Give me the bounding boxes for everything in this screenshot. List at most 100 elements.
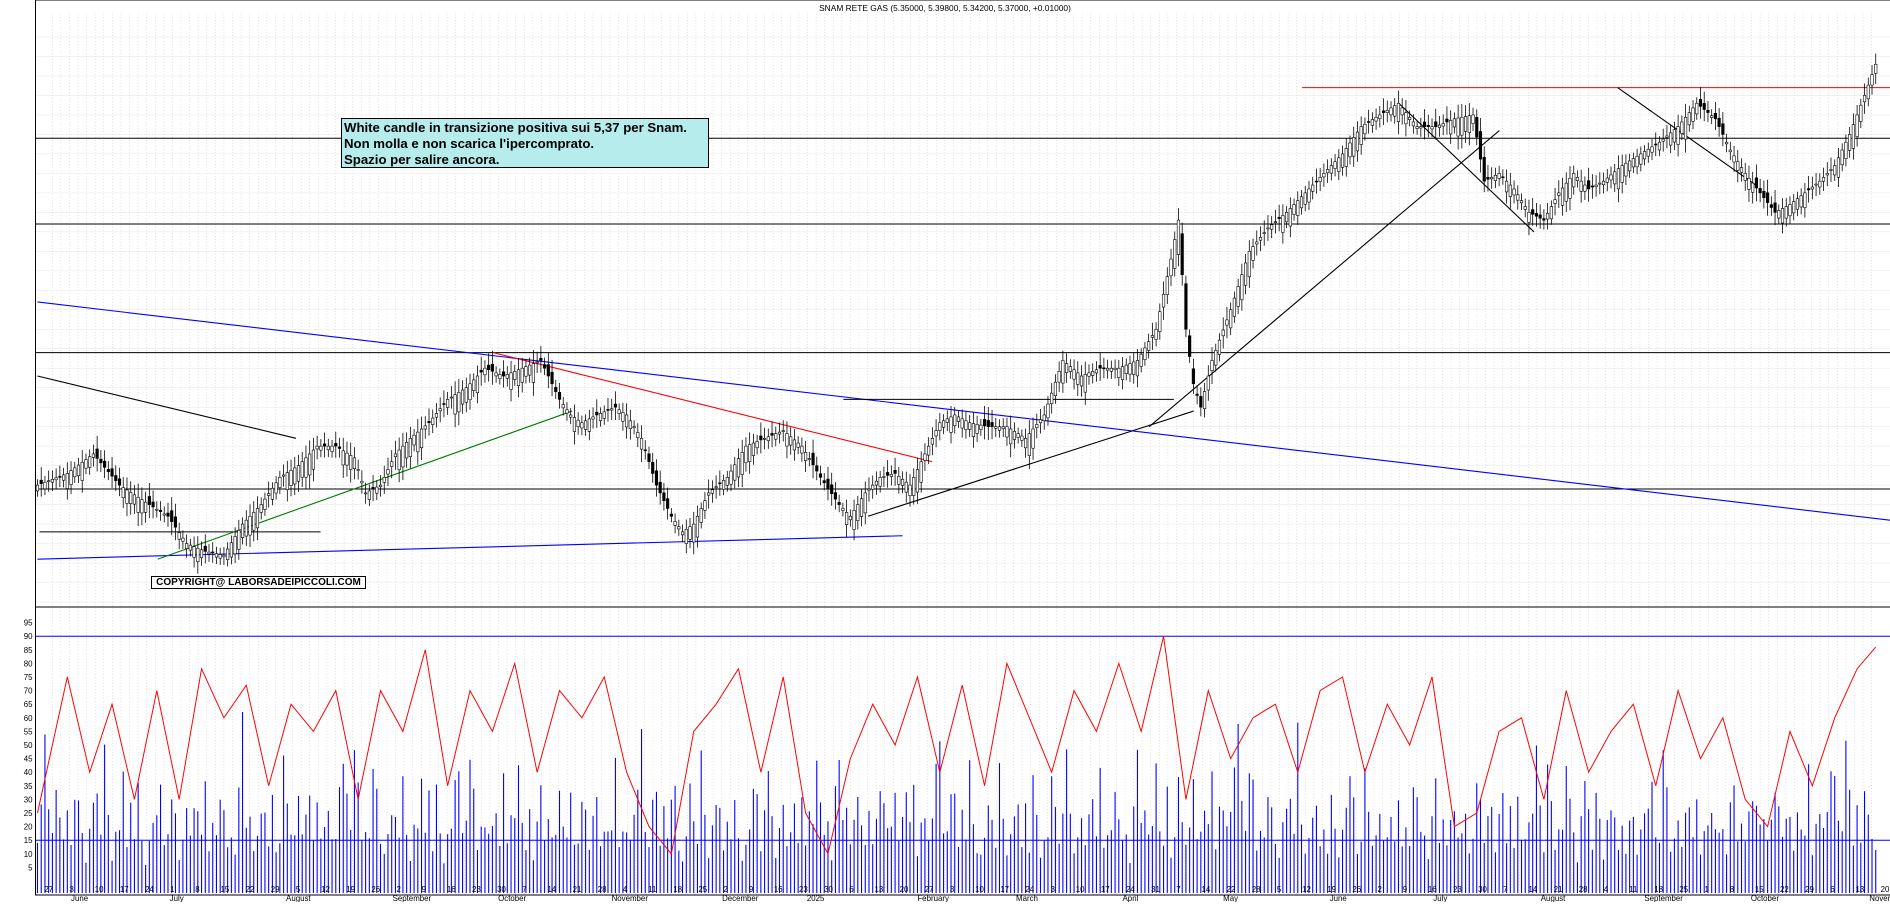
candle-body [800,445,804,454]
candle-body [1572,173,1576,188]
candle-body [811,452,815,466]
candle-body [360,480,364,484]
day-label: 28 [1579,885,1588,894]
candle-body [1821,176,1826,182]
oscillator-tick-label: 40 [24,768,33,777]
candle-body [867,488,871,491]
candle-body [617,409,621,414]
candle-body [1094,369,1099,374]
candle-body [1493,175,1497,181]
candle-body [1859,104,1863,122]
candle-body [587,418,591,432]
x-axis-labels: 27 3 10 17 24 1 8 15 22 29 5 12 19 26 2 9 16 23 30 7 14 21 28 4… [44,885,1890,903]
candle-body [610,408,614,411]
candle-body [1027,433,1031,456]
day-label: 15 [220,885,229,894]
candle-body [774,433,778,440]
day-label: 22 [246,885,255,894]
candle-body [140,499,144,514]
candle-body [196,547,200,562]
month-label: July [1433,894,1447,902]
day-label: 26 [371,885,380,894]
candle-body [1628,160,1632,172]
candle-body [181,537,185,542]
candle-body [1635,155,1639,168]
candle-body [207,551,211,555]
candle-body [1717,117,1721,127]
oscillator-tick-label: 35 [24,782,33,791]
candle-body [557,391,562,400]
candle-body [606,409,610,411]
candle-body [1408,116,1412,120]
candle-body [703,500,707,511]
candle-body [1848,134,1852,151]
candle-body [1452,118,1456,128]
candle-body [1314,180,1319,183]
candle-body [554,387,558,392]
day-label: 1 [1705,885,1710,894]
candle-body [457,392,461,413]
candle-body [1128,363,1132,375]
candle-body [136,496,140,513]
candle-body [311,449,315,470]
candle-body [915,469,920,493]
day-label: 27 [44,885,53,894]
candle-body [1851,124,1855,149]
candle-body [1534,213,1539,217]
candle-body [1531,209,1535,215]
candle-body [1519,200,1524,204]
candle-body [673,521,677,526]
candle-body [1624,162,1628,177]
candle-body [1508,184,1512,197]
day-label: 3 [950,885,955,894]
candle-body [919,461,923,483]
day-label: 15 [1755,885,1764,894]
day-label: 9 [749,885,754,894]
candle-body [1784,206,1788,219]
candle-body [1434,121,1438,127]
candle-body [1072,369,1076,380]
candle-body [1710,115,1714,118]
candle-body [1180,233,1184,275]
candle-body [1258,236,1263,241]
candle-body [1836,157,1841,178]
day-label: 12 [1302,885,1311,894]
long-blue-trendline [37,301,1890,521]
candle-body [1527,212,1531,223]
candle-body [1001,426,1005,429]
copyright-label: COPYRIGHT@ LABORSADEIPICCOLI.COM [151,576,366,589]
candle-body [1766,192,1770,203]
day-label: 23 [799,885,808,894]
day-label: 7 [522,885,527,894]
candle-body [666,498,670,509]
candle-body [1352,137,1356,157]
annotation-line-1: White candle in transizione positiva sui… [344,120,687,135]
candle-body [475,375,480,394]
day-label: 28 [1252,885,1261,894]
candles [35,53,1878,574]
candle-body [636,432,640,439]
candle-body [1270,224,1274,230]
red-trendline [493,352,933,463]
candle-body [364,492,368,495]
candle-body [490,363,494,372]
oscillator-tick-label: 15 [24,836,33,845]
oscillator-line [37,636,1877,856]
candle-body [1046,403,1050,419]
candle-body [1601,180,1606,186]
candle-body [1173,239,1177,269]
candle-body [1411,121,1415,127]
candle-body [293,467,297,485]
candle-body [453,394,457,415]
day-label: 29 [271,885,280,894]
annotation-box: White candle in transizione positiva sui… [341,118,709,168]
candle-body [1091,371,1095,376]
candle-body [170,510,174,523]
candle-body [1587,180,1591,190]
day-label: 30 [497,885,506,894]
candle-body [162,513,166,516]
day-label: 22 [1780,885,1789,894]
candle-body [1702,103,1706,110]
candle-body [1575,176,1580,182]
day-label: 10 [1076,885,1085,894]
